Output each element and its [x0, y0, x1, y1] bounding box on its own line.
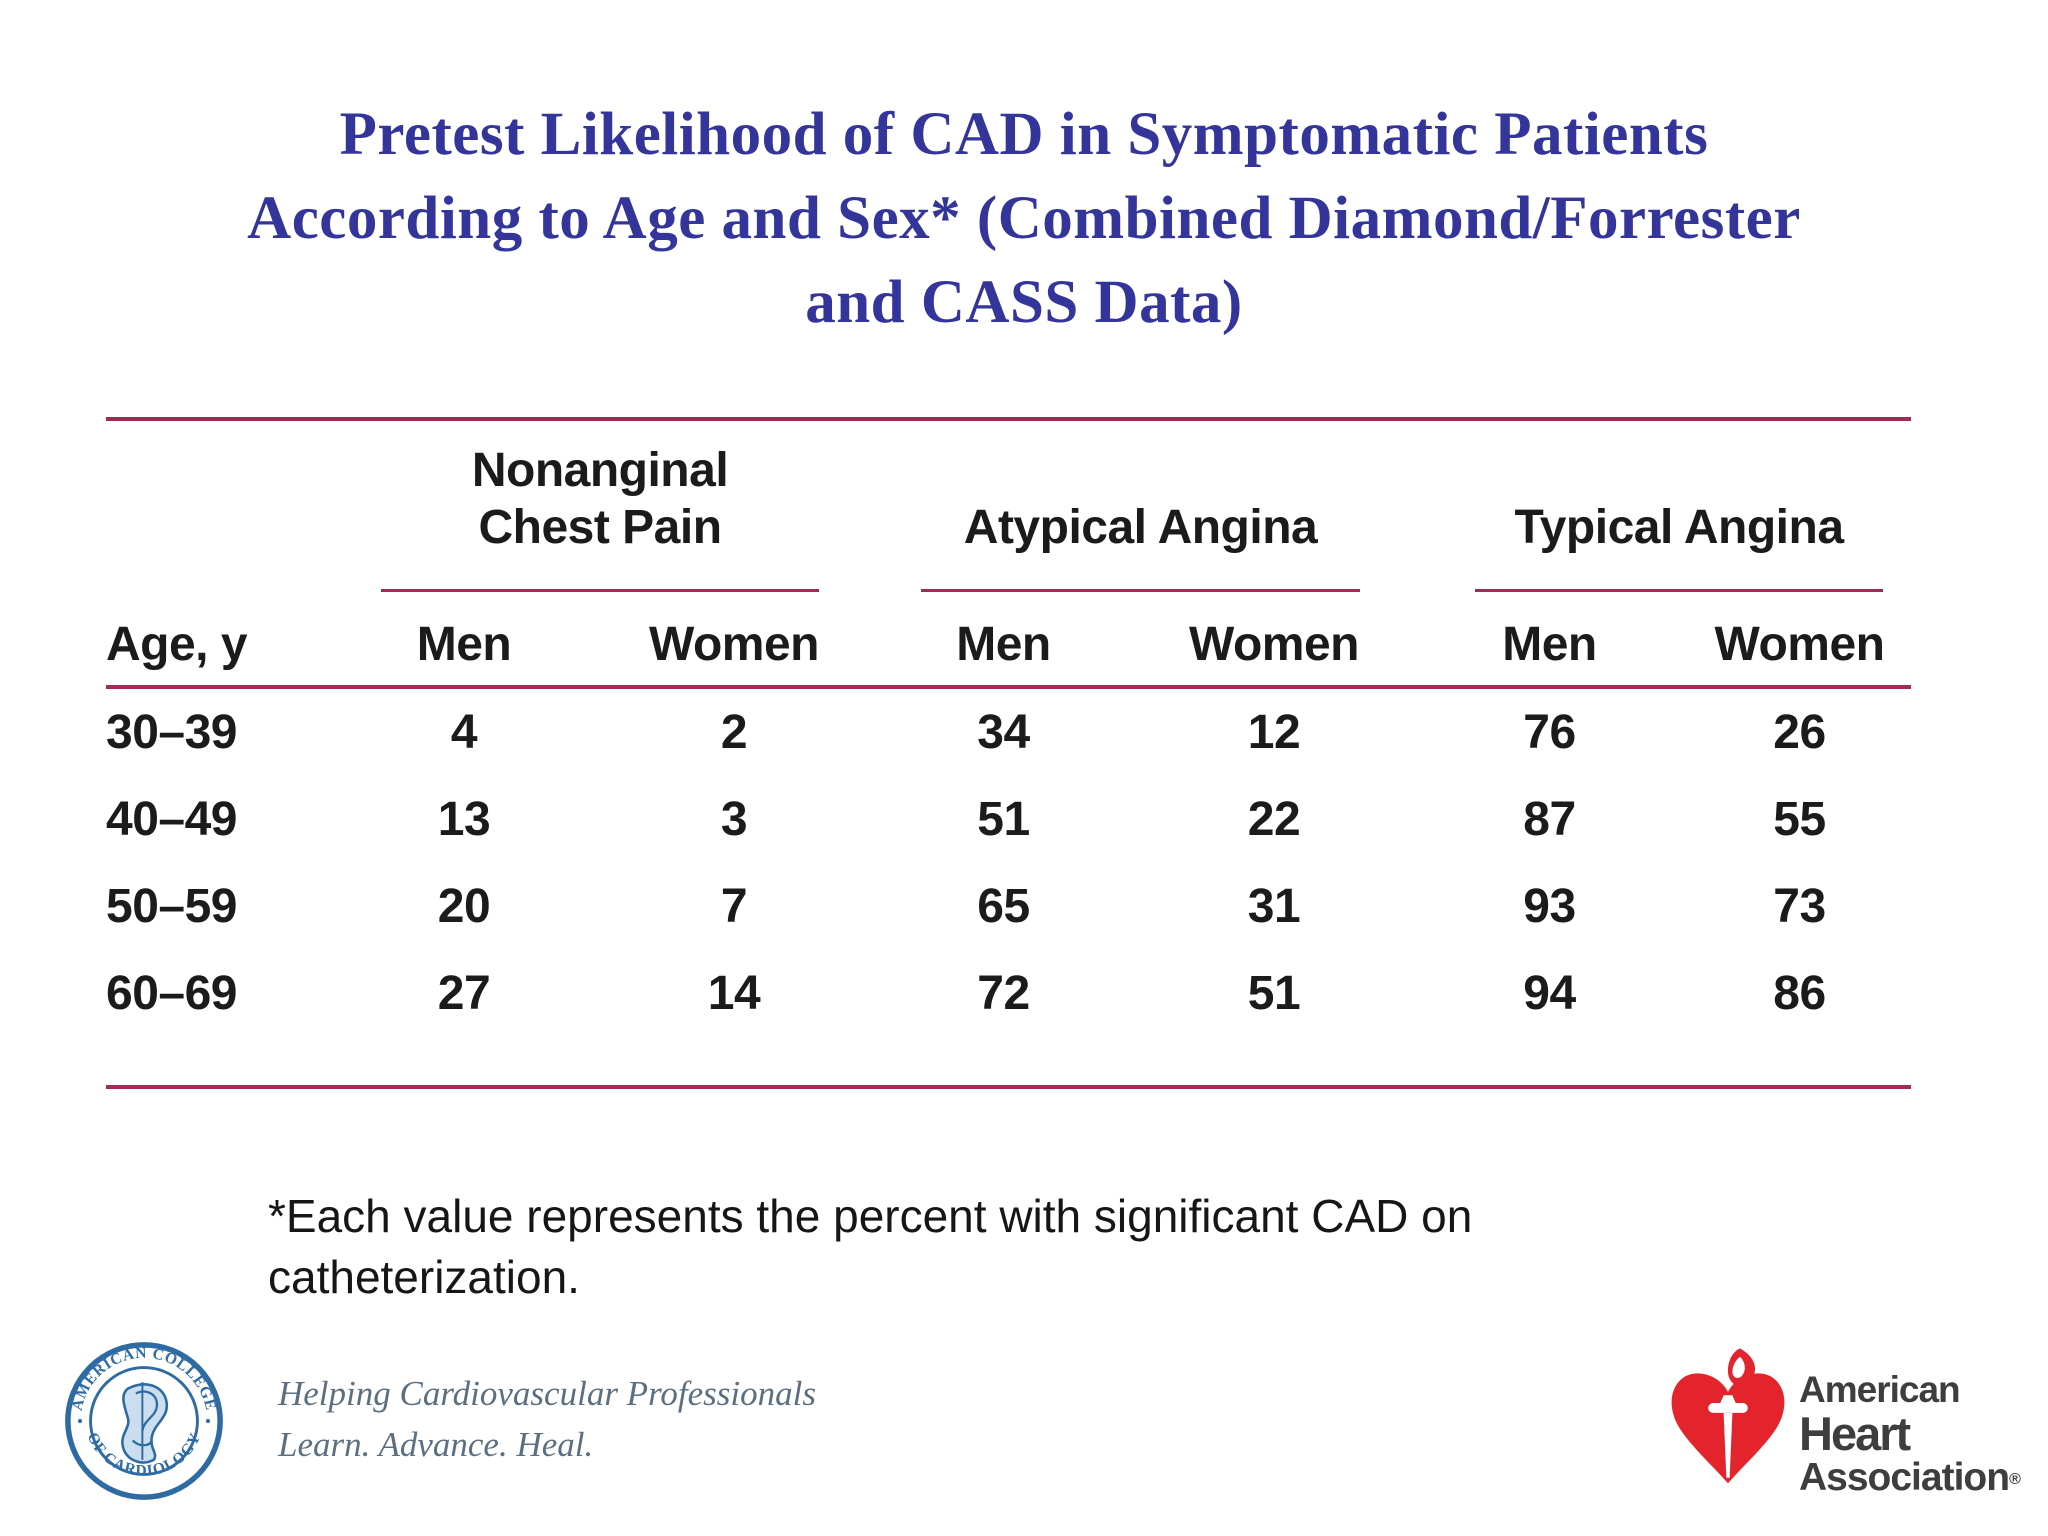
value-cell: 26 — [1773, 706, 1826, 759]
title-line-1: Pretest Likelihood of CAD in Symptomatic… — [339, 100, 1709, 168]
value-cell: 7 — [720, 880, 748, 933]
value-cell: 14 — [707, 967, 761, 1020]
value-cell: 76 — [1523, 706, 1576, 759]
group-underline — [381, 589, 819, 592]
value-cell: 27 — [437, 967, 491, 1020]
value-cell: 34 — [977, 706, 1030, 759]
subheader-women-3: Women — [1714, 618, 1885, 671]
footnote: *Each value represents the percent with … — [268, 1186, 1718, 1308]
torch-icon — [1708, 1395, 1748, 1478]
column-group-label: Typical Angina — [1514, 501, 1844, 554]
value-cell: 87 — [1523, 793, 1576, 846]
table-header-rule — [106, 685, 1911, 689]
value-cell: 20 — [437, 880, 491, 933]
aha-wordmark-line-1: American — [1799, 1369, 1961, 1410]
column-group-nonanginal: Nonanginal Chest Pain — [330, 421, 870, 592]
age-cell: 30–39 — [106, 706, 237, 759]
column-subheader-row: Age, y Men Women Men Women Men Women — [106, 592, 1911, 685]
age-cell: 50–59 — [106, 880, 237, 933]
title-line-2: According to Age and Sex* (Combined Diam… — [247, 184, 1801, 252]
page-title: Pretest Likelihood of CAD in Symptomatic… — [0, 93, 2048, 345]
footnote-line-1: *Each value represents the percent with … — [268, 1190, 1473, 1242]
aha-wordmark: American Heart Association® — [1799, 1370, 2021, 1501]
seal-emblem — [121, 1382, 168, 1464]
subheader-women-1: Women — [649, 618, 819, 671]
aha-heart-logo — [1671, 1348, 1785, 1484]
column-group-typical: Typical Angina — [1411, 421, 1911, 592]
subheader-women-2: Women — [1189, 618, 1359, 671]
cad-likelihood-table: Nonanginal Chest Pain Atypical Angina Ty… — [106, 417, 1911, 1089]
value-cell: 86 — [1773, 967, 1826, 1020]
value-cell: 55 — [1773, 793, 1826, 846]
acc-tagline: Helping Cardiovascular Professionals Lea… — [278, 1368, 816, 1470]
group-underline — [921, 589, 1360, 592]
value-cell: 51 — [977, 793, 1030, 846]
seal-dot-left — [77, 1418, 83, 1424]
value-cell: 13 — [437, 793, 491, 846]
value-cell: 2 — [720, 706, 748, 759]
value-cell: 31 — [1247, 880, 1301, 933]
aha-wordmark-line-3: Association® — [1799, 1456, 2021, 1499]
column-group-label: Atypical Angina — [963, 501, 1318, 554]
title-line-3: and CASS Data) — [805, 268, 1243, 336]
value-cell: 4 — [450, 706, 478, 759]
subheader-men-3: Men — [1502, 618, 1597, 671]
acc-seal-logo: AMERICAN COLLEGE OF CARDIOLOGY — [65, 1342, 223, 1500]
value-cell: 51 — [1247, 967, 1301, 1020]
subheader-men-2: Men — [956, 618, 1051, 671]
table-row: 30–39 4 2 34 12 76 26 — [106, 689, 1911, 776]
age-column-header: Age, y — [106, 618, 248, 671]
table-top-rule — [106, 417, 1911, 421]
value-cell: 93 — [1523, 880, 1576, 933]
value-cell: 72 — [977, 967, 1030, 1020]
aha-wordmark-line-2: Heart — [1799, 1407, 1911, 1460]
seal-outer-ring — [65, 1342, 223, 1500]
footnote-line-2: catheterization. — [268, 1251, 580, 1303]
column-group-label: Nonanginal Chest Pain — [471, 444, 729, 554]
value-cell: 73 — [1773, 880, 1826, 933]
value-cell: 12 — [1247, 706, 1301, 759]
group-underline — [1474, 589, 1884, 592]
registered-mark: ® — [2009, 1471, 2021, 1488]
age-cell: 40–49 — [106, 793, 237, 846]
subheader-men-1: Men — [416, 618, 512, 671]
table-row: 40–49 13 3 51 22 87 55 — [106, 776, 1911, 863]
table-bottom-rule — [106, 1085, 1911, 1089]
seal-dot-right — [205, 1418, 211, 1424]
seal-inner-ring — [89, 1366, 199, 1476]
value-cell: 94 — [1523, 967, 1576, 1020]
value-cell: 65 — [977, 880, 1030, 933]
age-cell: 60–69 — [106, 967, 237, 1020]
table-row: 60–69 27 14 72 51 94 86 — [106, 950, 1911, 1037]
table-spacer — [106, 1037, 1911, 1085]
table-row: 50–59 20 7 65 31 93 73 — [106, 863, 1911, 950]
column-group-header-row: Nonanginal Chest Pain Atypical Angina Ty… — [106, 421, 1911, 592]
tagline-line-2: Learn. Advance. Heal. — [278, 1425, 594, 1464]
tagline-line-1: Helping Cardiovascular Professionals — [278, 1374, 816, 1413]
value-cell: 22 — [1247, 793, 1301, 846]
column-group-atypical: Atypical Angina — [870, 421, 1411, 592]
value-cell: 3 — [720, 793, 748, 846]
